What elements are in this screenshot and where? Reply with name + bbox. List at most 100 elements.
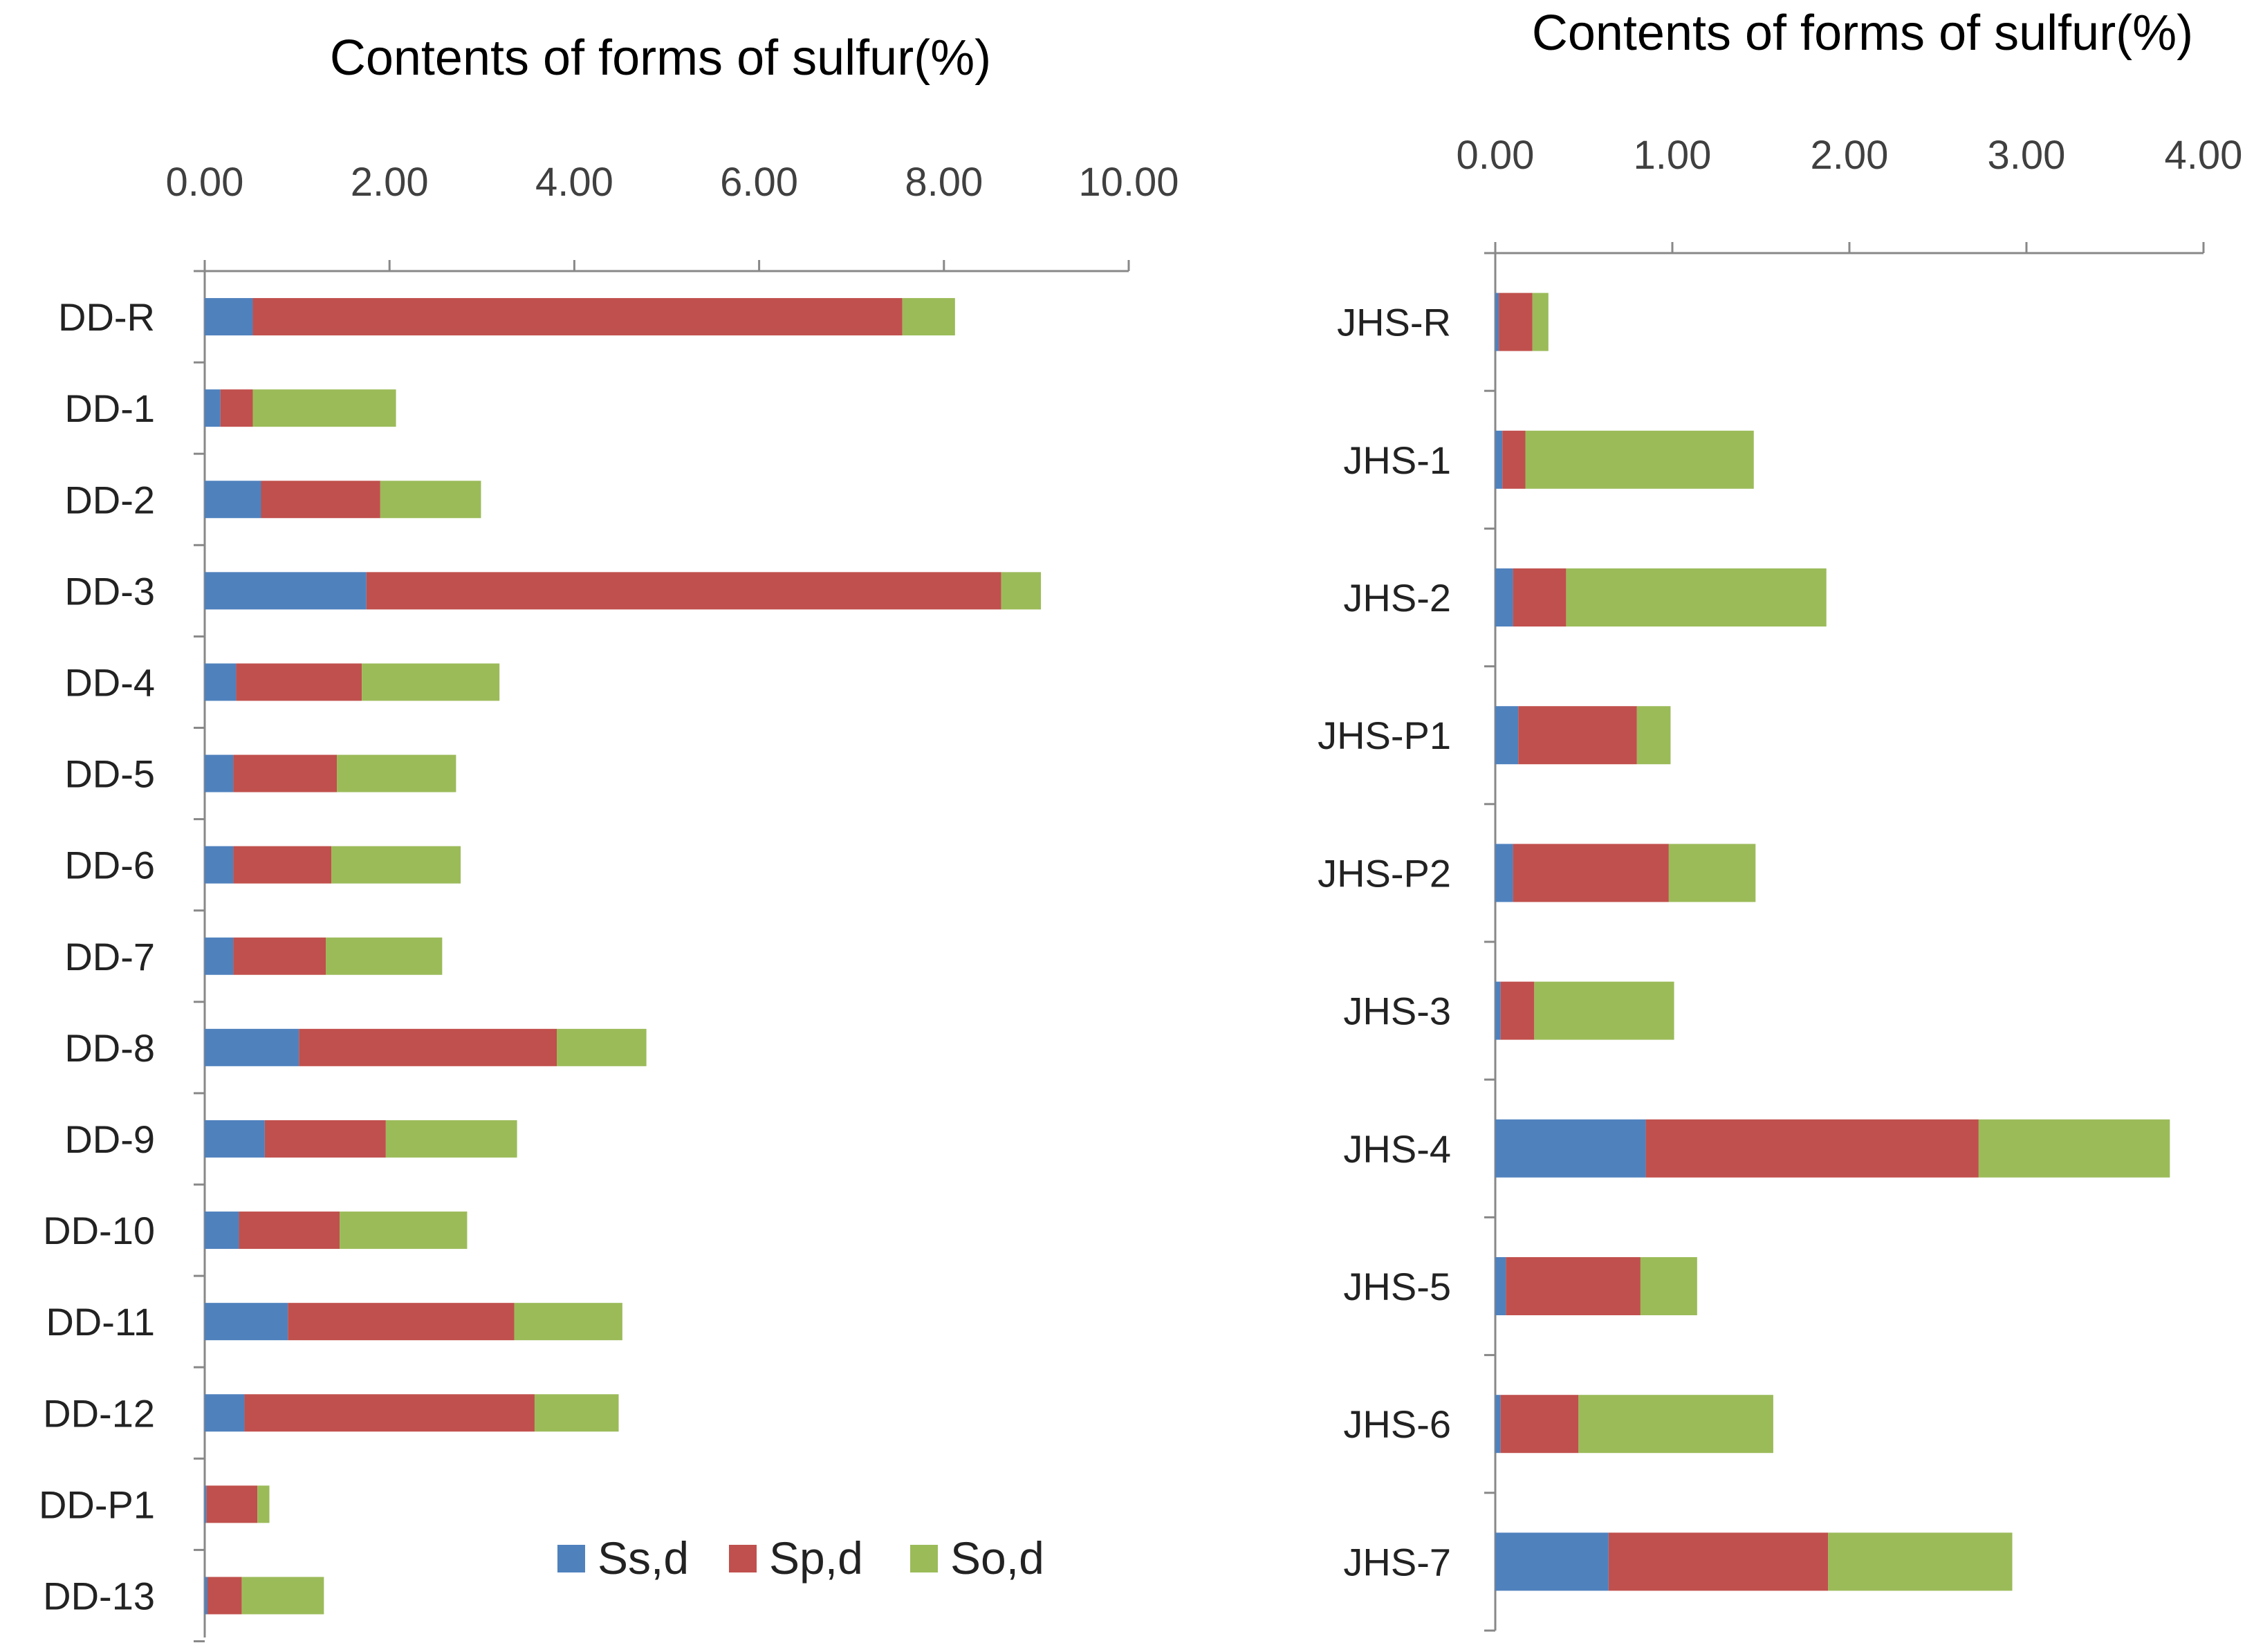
right-category-label: JHS-6 xyxy=(1343,1402,1451,1446)
left-bar-segment xyxy=(326,937,443,975)
left-category-label: DD-R xyxy=(58,295,155,339)
right-bar-segment xyxy=(1495,981,1501,1040)
right-category-label: JHS-5 xyxy=(1343,1265,1451,1308)
right-bar-segment xyxy=(1566,568,1827,627)
left-x-tick-label: 10.00 xyxy=(1078,160,1179,205)
left-bar-segment xyxy=(205,1028,299,1066)
right-bar-segment xyxy=(1645,1119,1979,1178)
right-bar-segment xyxy=(1534,981,1674,1040)
left-bar-segment xyxy=(205,663,237,701)
left-category-label: DD-5 xyxy=(64,752,155,796)
left-x-tick-label: 2.00 xyxy=(351,160,429,205)
right-x-tick-label: 2.00 xyxy=(1811,133,1889,178)
legend-label: Sp,d xyxy=(769,1532,863,1584)
left-bar-segment xyxy=(236,663,362,701)
left-bar-segment xyxy=(205,481,261,519)
left-bar-segment xyxy=(299,1028,557,1066)
right-x-tick-label: 3.00 xyxy=(1988,133,2066,178)
right-bar-segment xyxy=(1608,1532,1829,1591)
legend-swatch xyxy=(557,1545,585,1572)
left-bar-segment xyxy=(252,298,903,336)
right-bar-segment xyxy=(1495,1395,1501,1454)
left-bar-segment xyxy=(337,754,456,792)
left-bar-segment xyxy=(244,1394,535,1432)
right-bar-segment xyxy=(1518,706,1637,765)
left-bar-segment xyxy=(252,389,396,427)
left-bar-segment xyxy=(902,298,955,336)
right-bar-segment xyxy=(1495,1119,1646,1178)
left-bar-segment xyxy=(205,572,367,610)
right-bar-segment xyxy=(1495,844,1513,902)
right-x-tick-label: 0.00 xyxy=(1457,133,1535,178)
left-bar-segment xyxy=(557,1028,647,1066)
right-bar-segment xyxy=(1502,430,1526,489)
left-bar-segment xyxy=(220,389,253,427)
right-x-tick-label: 1.00 xyxy=(1634,133,1712,178)
right-category-label: JHS-4 xyxy=(1343,1127,1451,1171)
left-category-label: DD-8 xyxy=(64,1026,155,1070)
right-bar-segment xyxy=(1495,706,1519,765)
left-category-label: DD-4 xyxy=(64,660,155,704)
left-bar-segment xyxy=(264,1120,386,1158)
right-category-label: JHS-R xyxy=(1337,301,1451,344)
right-bar-segment xyxy=(1636,706,1671,765)
right-bar-segment xyxy=(1525,430,1754,489)
left-bar-segment xyxy=(205,1577,208,1615)
right-category-label: JHS-1 xyxy=(1343,438,1451,482)
left-bar-segment xyxy=(205,1485,207,1523)
right-chart-title: Contents of forms of sulfur(%) xyxy=(1532,6,2193,61)
legend-swatch xyxy=(910,1545,938,1572)
left-bar-segment xyxy=(233,846,332,884)
left-category-label: DD-13 xyxy=(43,1574,155,1617)
left-category-label: DD-11 xyxy=(46,1300,155,1344)
right-category-label: JHS-3 xyxy=(1343,990,1451,1033)
left-bar-segment xyxy=(205,389,221,427)
left-bar-segment xyxy=(205,1120,265,1158)
left-bar-segment xyxy=(205,937,234,975)
left-bar-segment xyxy=(331,846,461,884)
left-category-label: DD-12 xyxy=(43,1391,155,1435)
right-bar-segment xyxy=(1506,1257,1641,1315)
left-bar-segment xyxy=(241,1577,324,1615)
left-bar-segment xyxy=(205,1394,245,1432)
legend-label: Ss,d xyxy=(598,1532,689,1584)
left-bar-segment xyxy=(385,1120,517,1158)
right-bar-segment xyxy=(1500,1395,1579,1454)
right-bar-segment xyxy=(1495,1257,1506,1315)
right-bar-segment xyxy=(1513,844,1669,902)
left-bar-segment xyxy=(288,1303,515,1341)
right-bar-segment xyxy=(1499,293,1533,351)
left-x-tick-label: 0.00 xyxy=(166,160,244,205)
left-bar-segment xyxy=(206,1485,258,1523)
left-bar-segment xyxy=(366,572,1001,610)
left-category-label: DD-P1 xyxy=(39,1483,155,1526)
left-bar-segment xyxy=(514,1303,622,1341)
left-bar-segment xyxy=(233,754,338,792)
right-category-label: JHS-P1 xyxy=(1318,714,1451,757)
right-bar-segment xyxy=(1495,1532,1609,1591)
left-x-tick-label: 4.00 xyxy=(535,160,613,205)
right-category-label: JHS-P2 xyxy=(1318,851,1451,895)
right-bar-segment xyxy=(1500,981,1535,1040)
right-bar-segment xyxy=(1532,293,1549,351)
right-bar-segment xyxy=(1495,568,1513,627)
legend-label: So,d xyxy=(950,1532,1044,1584)
right-category-label: JHS-7 xyxy=(1343,1540,1451,1584)
left-bar-segment xyxy=(362,663,500,701)
left-bar-segment xyxy=(261,481,380,519)
right-bar-segment xyxy=(1513,568,1567,627)
right-bar-segment xyxy=(1578,1395,1773,1454)
left-bar-segment xyxy=(257,1485,270,1523)
right-bar-segment xyxy=(1640,1257,1697,1315)
right-bar-segment xyxy=(1668,844,1756,902)
left-bar-segment xyxy=(205,846,234,884)
left-x-tick-label: 8.00 xyxy=(905,160,983,205)
right-bar-segment xyxy=(1828,1532,2013,1591)
left-bar-segment xyxy=(207,1577,242,1615)
left-category-label: DD-2 xyxy=(64,478,155,521)
left-x-tick-label: 6.00 xyxy=(720,160,798,205)
right-bar-segment xyxy=(1495,293,1499,351)
left-bar-segment xyxy=(239,1212,340,1250)
right-x-tick-label: 4.00 xyxy=(2165,133,2243,178)
